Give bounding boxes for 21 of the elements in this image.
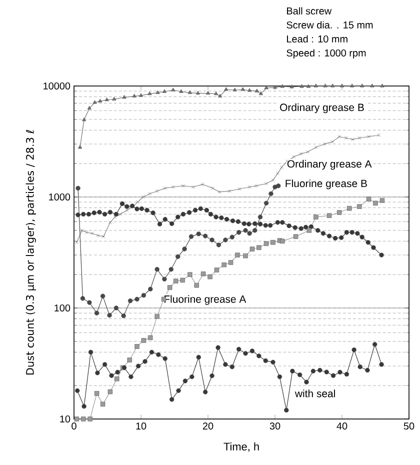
x-tick-label: 30 [270,422,280,430]
series-label: Ordinary grease B [280,103,364,114]
x-tick-label: 50 [404,422,414,430]
x-tick-label: 20 [202,422,214,430]
y-tick-label: 10000 [44,82,70,90]
text: Screw dia. . 15 mm [286,21,373,29]
series-label: with seal [294,390,335,398]
x-axis-title: Time, h [224,442,259,452]
series-label: Fluorine grease B [286,179,367,190]
y-tick-label: 100 [54,304,70,312]
x-tick-label: 40 [336,422,348,430]
text: Speed : 1000 rpm [286,49,366,58]
y-tick-label: 1000 [49,193,70,201]
series-label: Fluorine grease A [164,295,246,305]
series-label: Ordinary grease A [287,160,372,170]
y-tick-label: 10 [60,415,70,423]
x-tick-label: 10 [136,422,146,430]
y-axis-title: Dust count (0.3 μm or larger), particles / 28.3 ℓ [26,130,36,375]
x-tick-label: 0 [72,422,76,430]
text: Lead : 10 mm [287,35,348,43]
text: Ball screw [287,7,332,15]
